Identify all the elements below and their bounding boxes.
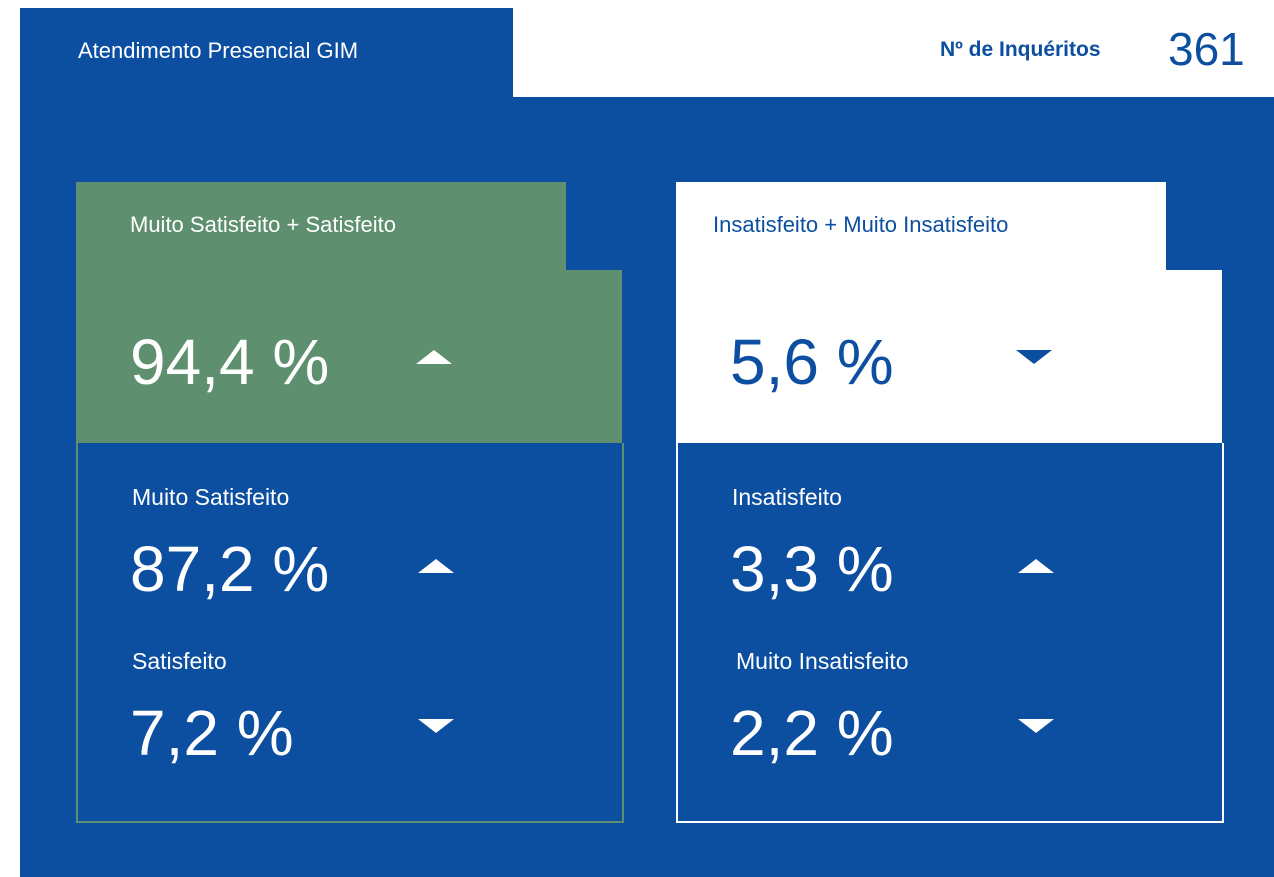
item-value: 2,2 % xyxy=(730,697,894,769)
arrow-shape xyxy=(1018,719,1054,733)
item-value: 87,2 % xyxy=(130,533,330,605)
arrow-shape xyxy=(416,350,452,364)
trend-arrow xyxy=(1018,559,1054,573)
trend-arrow xyxy=(1016,350,1052,364)
card-title: Muito Satisfeito + Satisfeito xyxy=(130,212,396,237)
item-value: 3,3 % xyxy=(730,533,894,605)
trend-arrow xyxy=(418,559,454,573)
card-box xyxy=(676,443,1224,823)
card-tab xyxy=(76,182,566,270)
trend-arrow xyxy=(416,350,452,364)
card-title: Insatisfeito + Muito Insatisfeito xyxy=(713,212,1009,237)
trend-arrow xyxy=(418,719,454,733)
count-label: Nº de Inquéritos xyxy=(940,38,1101,61)
card-value: 5,6 % xyxy=(730,326,894,398)
arrow-shape xyxy=(418,719,454,733)
header-title: Atendimento Presencial GIM xyxy=(78,38,359,63)
header-tab xyxy=(20,8,513,97)
arrow-shape xyxy=(1016,350,1052,364)
item-value: 7,2 % xyxy=(130,697,294,769)
item-label: Insatisfeito xyxy=(732,484,842,510)
card-value: 94,4 % xyxy=(130,326,330,398)
card-main xyxy=(676,270,1222,443)
item-label: Muito Satisfeito xyxy=(132,484,290,510)
arrow-shape xyxy=(1018,559,1054,573)
arrow-shape xyxy=(418,559,454,573)
item-label: Muito Insatisfeito xyxy=(736,648,909,674)
item-label: Satisfeito xyxy=(132,648,227,674)
card-box xyxy=(76,443,624,823)
card-tab xyxy=(676,182,1166,270)
trend-arrow xyxy=(1018,719,1054,733)
card-main xyxy=(76,270,622,443)
count-value: 361 xyxy=(1168,23,1245,75)
